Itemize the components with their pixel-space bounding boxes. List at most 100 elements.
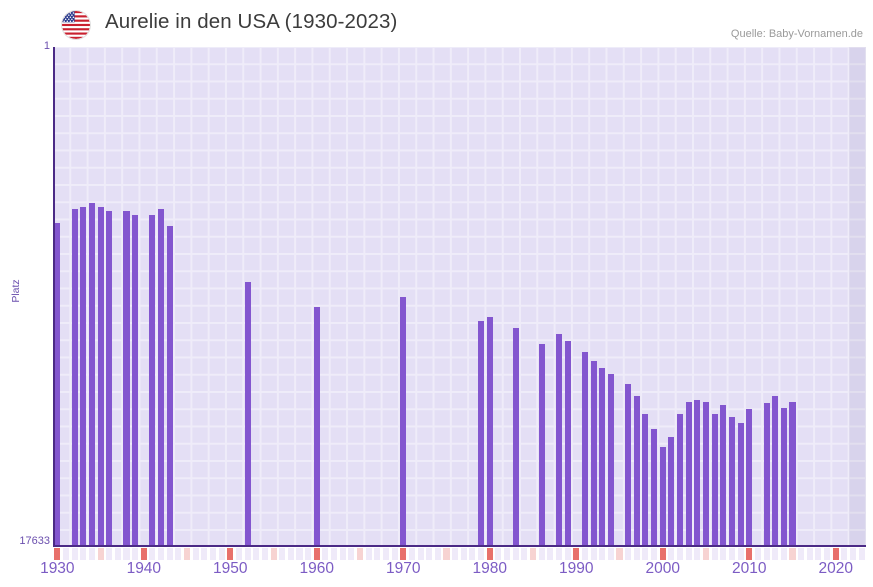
x-tick-1930 — [54, 548, 61, 560]
x-tick-1998 — [642, 548, 649, 560]
bar[interactable] — [763, 403, 770, 546]
us-flag-icon — [62, 11, 90, 39]
bar[interactable] — [166, 226, 173, 546]
bar[interactable] — [71, 208, 78, 546]
bar[interactable] — [123, 210, 130, 546]
bar[interactable] — [633, 395, 640, 546]
x-tick-1988 — [555, 548, 562, 560]
bar[interactable] — [590, 360, 597, 546]
x-tick-1999 — [651, 548, 658, 560]
x-tick-1976 — [452, 548, 459, 560]
bar[interactable] — [772, 395, 779, 546]
bar[interactable] — [677, 414, 684, 546]
x-tick-2010 — [746, 548, 753, 560]
x-tick-1978 — [469, 548, 476, 560]
bar[interactable] — [581, 352, 588, 546]
x-tick-1963 — [339, 548, 346, 560]
bar[interactable] — [88, 203, 95, 546]
x-tick-1977 — [460, 548, 467, 560]
bar[interactable] — [54, 223, 61, 546]
bar[interactable] — [400, 296, 407, 546]
bar[interactable] — [607, 373, 614, 546]
x-tick-1993 — [599, 548, 606, 560]
bar[interactable] — [659, 446, 666, 546]
x-tick-1970 — [400, 548, 407, 560]
x-tick-1989 — [564, 548, 571, 560]
bar[interactable] — [720, 404, 727, 546]
bar[interactable] — [625, 384, 632, 546]
x-tick-1987 — [547, 548, 554, 560]
x-tick-1958 — [296, 548, 303, 560]
bar[interactable] — [564, 340, 571, 546]
bar[interactable] — [789, 402, 796, 546]
x-tick-1954 — [261, 548, 268, 560]
bar[interactable] — [685, 402, 692, 546]
x-tick-2007 — [720, 548, 727, 560]
x-tick-2020 — [832, 548, 839, 560]
bar[interactable] — [746, 408, 753, 546]
y-axis-top-label: 1 — [43, 40, 50, 52]
bar[interactable] — [313, 307, 320, 546]
x-axis-label-1940: 1940 — [126, 560, 162, 577]
bar[interactable] — [538, 344, 545, 546]
x-tick-1934 — [88, 548, 95, 560]
bar[interactable] — [158, 208, 165, 546]
bar[interactable] — [486, 317, 493, 546]
x-tick-2000 — [659, 548, 666, 560]
x-tick-1972 — [417, 548, 424, 560]
x-tick-1990 — [573, 548, 580, 560]
x-tick-1949 — [218, 548, 225, 560]
bar[interactable] — [106, 210, 113, 546]
bar[interactable] — [728, 417, 735, 546]
x-axis-label-2020: 2020 — [818, 560, 853, 577]
x-tick-1939 — [132, 548, 139, 560]
bar[interactable] — [599, 367, 606, 546]
x-axis-labels: 1930 1940 1950 1960 1970 1980 1990 2000 2010 2020 — [0, 560, 873, 587]
bar[interactable] — [780, 407, 787, 546]
bar[interactable] — [555, 333, 562, 546]
bar[interactable] — [702, 402, 709, 546]
bar[interactable] — [737, 422, 744, 546]
x-tick-1932 — [71, 548, 78, 560]
bar[interactable] — [668, 437, 675, 546]
x-axis-label-1980: 1980 — [472, 560, 508, 577]
bar[interactable] — [97, 206, 104, 546]
x-tick-1982 — [504, 548, 511, 560]
x-tick-1948 — [209, 548, 217, 560]
bar[interactable] — [651, 428, 658, 546]
x-tick-1950 — [227, 548, 234, 560]
x-tick-1941 — [149, 548, 156, 560]
bar[interactable] — [512, 328, 519, 546]
x-axis-label-2010: 2010 — [731, 560, 767, 577]
bar[interactable] — [149, 214, 156, 546]
x-tick-1991 — [581, 548, 588, 560]
bar[interactable] — [132, 214, 139, 546]
x-tick-1955 — [270, 548, 277, 560]
x-axis-label-1930: 1930 — [40, 560, 75, 577]
bar[interactable] — [478, 321, 485, 546]
source-credit: Quelle: Baby-Vornamen.de — [730, 28, 863, 40]
x-tick-1960 — [313, 548, 320, 560]
x-tick-1940 — [140, 548, 147, 560]
y-axis-bottom-label: 17633 — [19, 535, 50, 547]
x-tick-1971 — [408, 548, 415, 560]
bar[interactable] — [711, 414, 718, 546]
x-tick-2012 — [763, 548, 770, 560]
x-tick-1947 — [201, 548, 208, 560]
x-tick-1957 — [287, 548, 294, 560]
bar[interactable] — [244, 282, 251, 546]
x-tick-1961 — [322, 548, 329, 560]
bar-series — [53, 47, 866, 547]
x-tick-1986 — [538, 548, 545, 560]
x-tick-2013 — [772, 548, 779, 560]
bar[interactable] — [80, 206, 87, 546]
x-tick-1959 — [305, 548, 312, 560]
page-title: Aurelie in den USA (1930-2023) — [105, 10, 398, 33]
x-tick-2003 — [685, 548, 692, 560]
bar[interactable] — [642, 414, 649, 546]
x-axis-tick-marks — [53, 548, 866, 560]
x-tick-2004 — [694, 548, 701, 560]
x-tick-1942 — [158, 548, 165, 560]
no-data-band — [848, 47, 866, 547]
bar[interactable] — [694, 400, 701, 546]
